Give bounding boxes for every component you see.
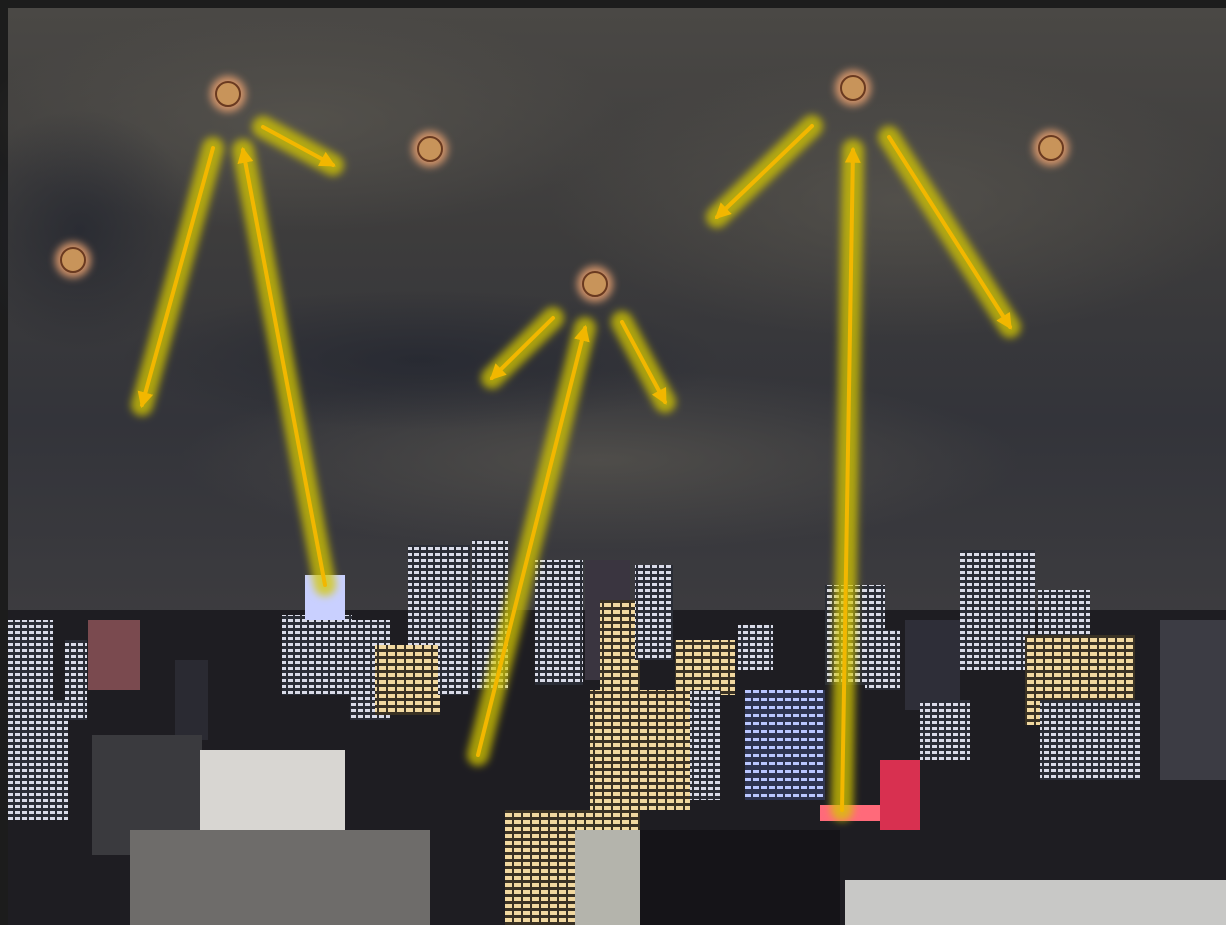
skyline <box>8 540 1226 925</box>
arrows <box>131 115 1021 821</box>
markers <box>55 70 1069 302</box>
